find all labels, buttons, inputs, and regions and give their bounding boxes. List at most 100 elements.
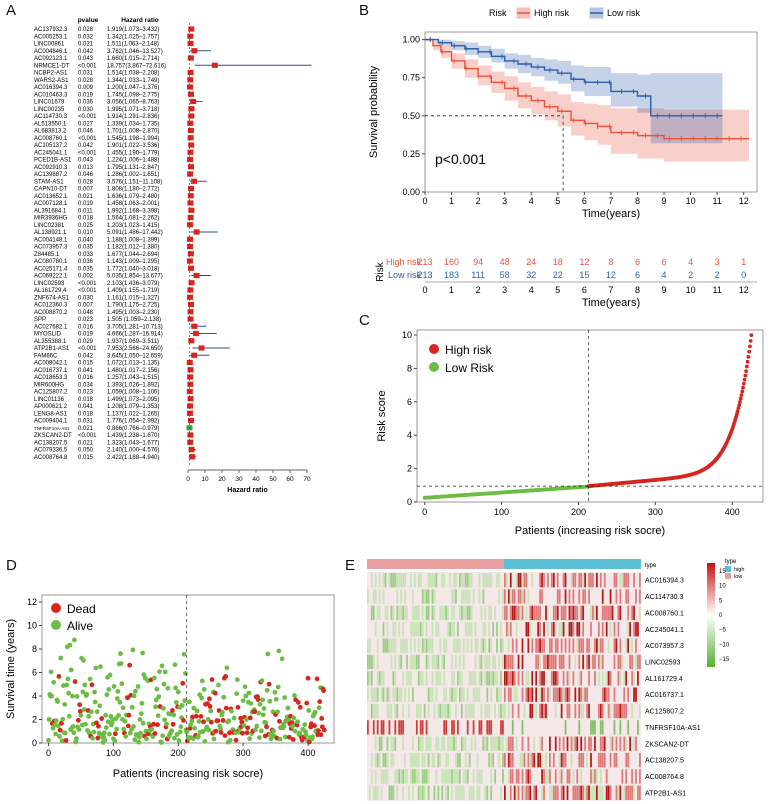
heatmap-cell [449, 703, 451, 719]
heatmap-cell [588, 638, 590, 653]
alive-patient-point [277, 736, 283, 742]
alive-patient-point [104, 692, 110, 698]
heatmap-cell [367, 589, 369, 604]
alive-patient-point [295, 719, 301, 725]
heatmap-cell [543, 769, 545, 784]
heatmap-cell [523, 573, 526, 588]
alive-patient-point [246, 690, 252, 696]
heatmap-cell [554, 703, 557, 719]
heatmap-cell [460, 605, 463, 621]
heatmap-cell [527, 638, 530, 653]
heatmap-cell [517, 654, 520, 670]
heatmap-cell [378, 573, 381, 588]
heatmap-cell [541, 589, 543, 604]
heatmap-cell [521, 769, 524, 784]
heatmap-cell [535, 687, 538, 702]
heatmap-cell [386, 736, 389, 751]
heatmap-cell [413, 654, 416, 670]
forest-hr-text: 1.393(1.026–1.892) [107, 382, 159, 388]
heatmap-cell [603, 736, 606, 751]
heatmap-cell [515, 736, 518, 751]
heatmap-cell [433, 785, 436, 800]
dead-patient-point [295, 700, 301, 705]
heatmap-cell [374, 687, 377, 702]
heatmap-cell [531, 671, 534, 686]
dead-patient-point [180, 680, 186, 686]
heatmap-cell [390, 736, 393, 751]
heatmap-cell [437, 703, 440, 719]
heatmap-cell [496, 736, 498, 751]
heatmap-cell [367, 638, 369, 653]
heatmap-cell [482, 736, 485, 751]
heatmap-cell [466, 720, 469, 735]
heatmap-cell [505, 736, 508, 751]
alive-patient-point [64, 682, 70, 688]
heatmap-cell [453, 769, 455, 784]
heatmap-cell [504, 752, 506, 768]
risk-table-count: 213 [417, 270, 432, 280]
heatmap-cell [513, 671, 516, 686]
heatmap-cell [494, 671, 496, 686]
alive-patient-point [272, 689, 278, 695]
heatmap-cell [408, 785, 410, 800]
alive-patient-point [94, 709, 100, 715]
forest-pvalue: 0.029 [78, 339, 94, 345]
forest-pvalue: 0.040 [78, 237, 94, 243]
heatmap-cell [472, 589, 475, 604]
forest-hr-box [193, 229, 200, 235]
alive-patient-point [97, 703, 103, 709]
status-y-tick-label: 0 [32, 738, 37, 748]
alive-patient-point [161, 681, 167, 687]
dead-patient-point [238, 715, 243, 721]
heatmap-cell [505, 622, 508, 637]
forest-hr-text: 1.342(1.025–1.757) [107, 34, 159, 40]
alive-patient-point [191, 705, 197, 711]
forest-gene-label: AL391684.1 [34, 208, 67, 214]
forest-hr-box [193, 272, 200, 279]
heatmap-cell [431, 589, 434, 604]
alive-patient-point [173, 699, 179, 705]
heatmap-cell [597, 785, 600, 800]
heatmap-cell [490, 671, 493, 686]
heatmap-cell [615, 638, 618, 653]
alive-patient-point [261, 706, 267, 711]
status-y-tick-label: 8 [32, 644, 37, 654]
heatmap-cell [380, 671, 383, 686]
heatmap-cell [531, 573, 534, 588]
forest-pvalue: 0.015 [78, 455, 94, 461]
forest-hr-box [187, 120, 194, 126]
heatmap-cell [562, 605, 565, 621]
heatmap-cell [374, 752, 377, 768]
heatmap-cell [521, 605, 524, 621]
heatmap-cell [639, 752, 641, 768]
heatmap-row-label: AC125807.2 [645, 709, 684, 716]
heatmap-cell [511, 720, 514, 735]
alive-patient-point [118, 661, 124, 666]
heatmap-cell [580, 752, 583, 768]
heatmap-cell [394, 769, 397, 784]
heatmap-cell [404, 638, 406, 653]
heatmap-cell [607, 785, 610, 800]
heatmap-cell [455, 703, 457, 719]
forest-hr-text: 3.056(1.065–8.763) [107, 100, 159, 106]
heatmap-cell [635, 687, 637, 702]
heatmap-cell [429, 687, 432, 702]
heatmap-cell [484, 638, 487, 653]
heatmap-cell [372, 785, 375, 800]
heatmap-cell [412, 622, 414, 637]
heatmap-row-label: AC008760.1 [645, 610, 684, 617]
heatmap-cell [382, 638, 385, 653]
heatmap-cell [457, 720, 459, 735]
alive-patient-point [70, 724, 76, 729]
panel-label-c: C [359, 312, 370, 329]
heatmap-cell [455, 654, 457, 670]
heatmap-cell [427, 769, 430, 784]
forest-hr-text: 1.564(1.081–2.262) [107, 216, 159, 222]
heatmap-cell [625, 638, 628, 653]
risk-table-x-tick-label: 9 [662, 285, 667, 295]
risk-table-x-tick-label: 7 [608, 285, 613, 295]
heatmap-cell [629, 736, 632, 751]
heatmap-cell [582, 752, 585, 768]
heatmap-cell [402, 769, 404, 784]
